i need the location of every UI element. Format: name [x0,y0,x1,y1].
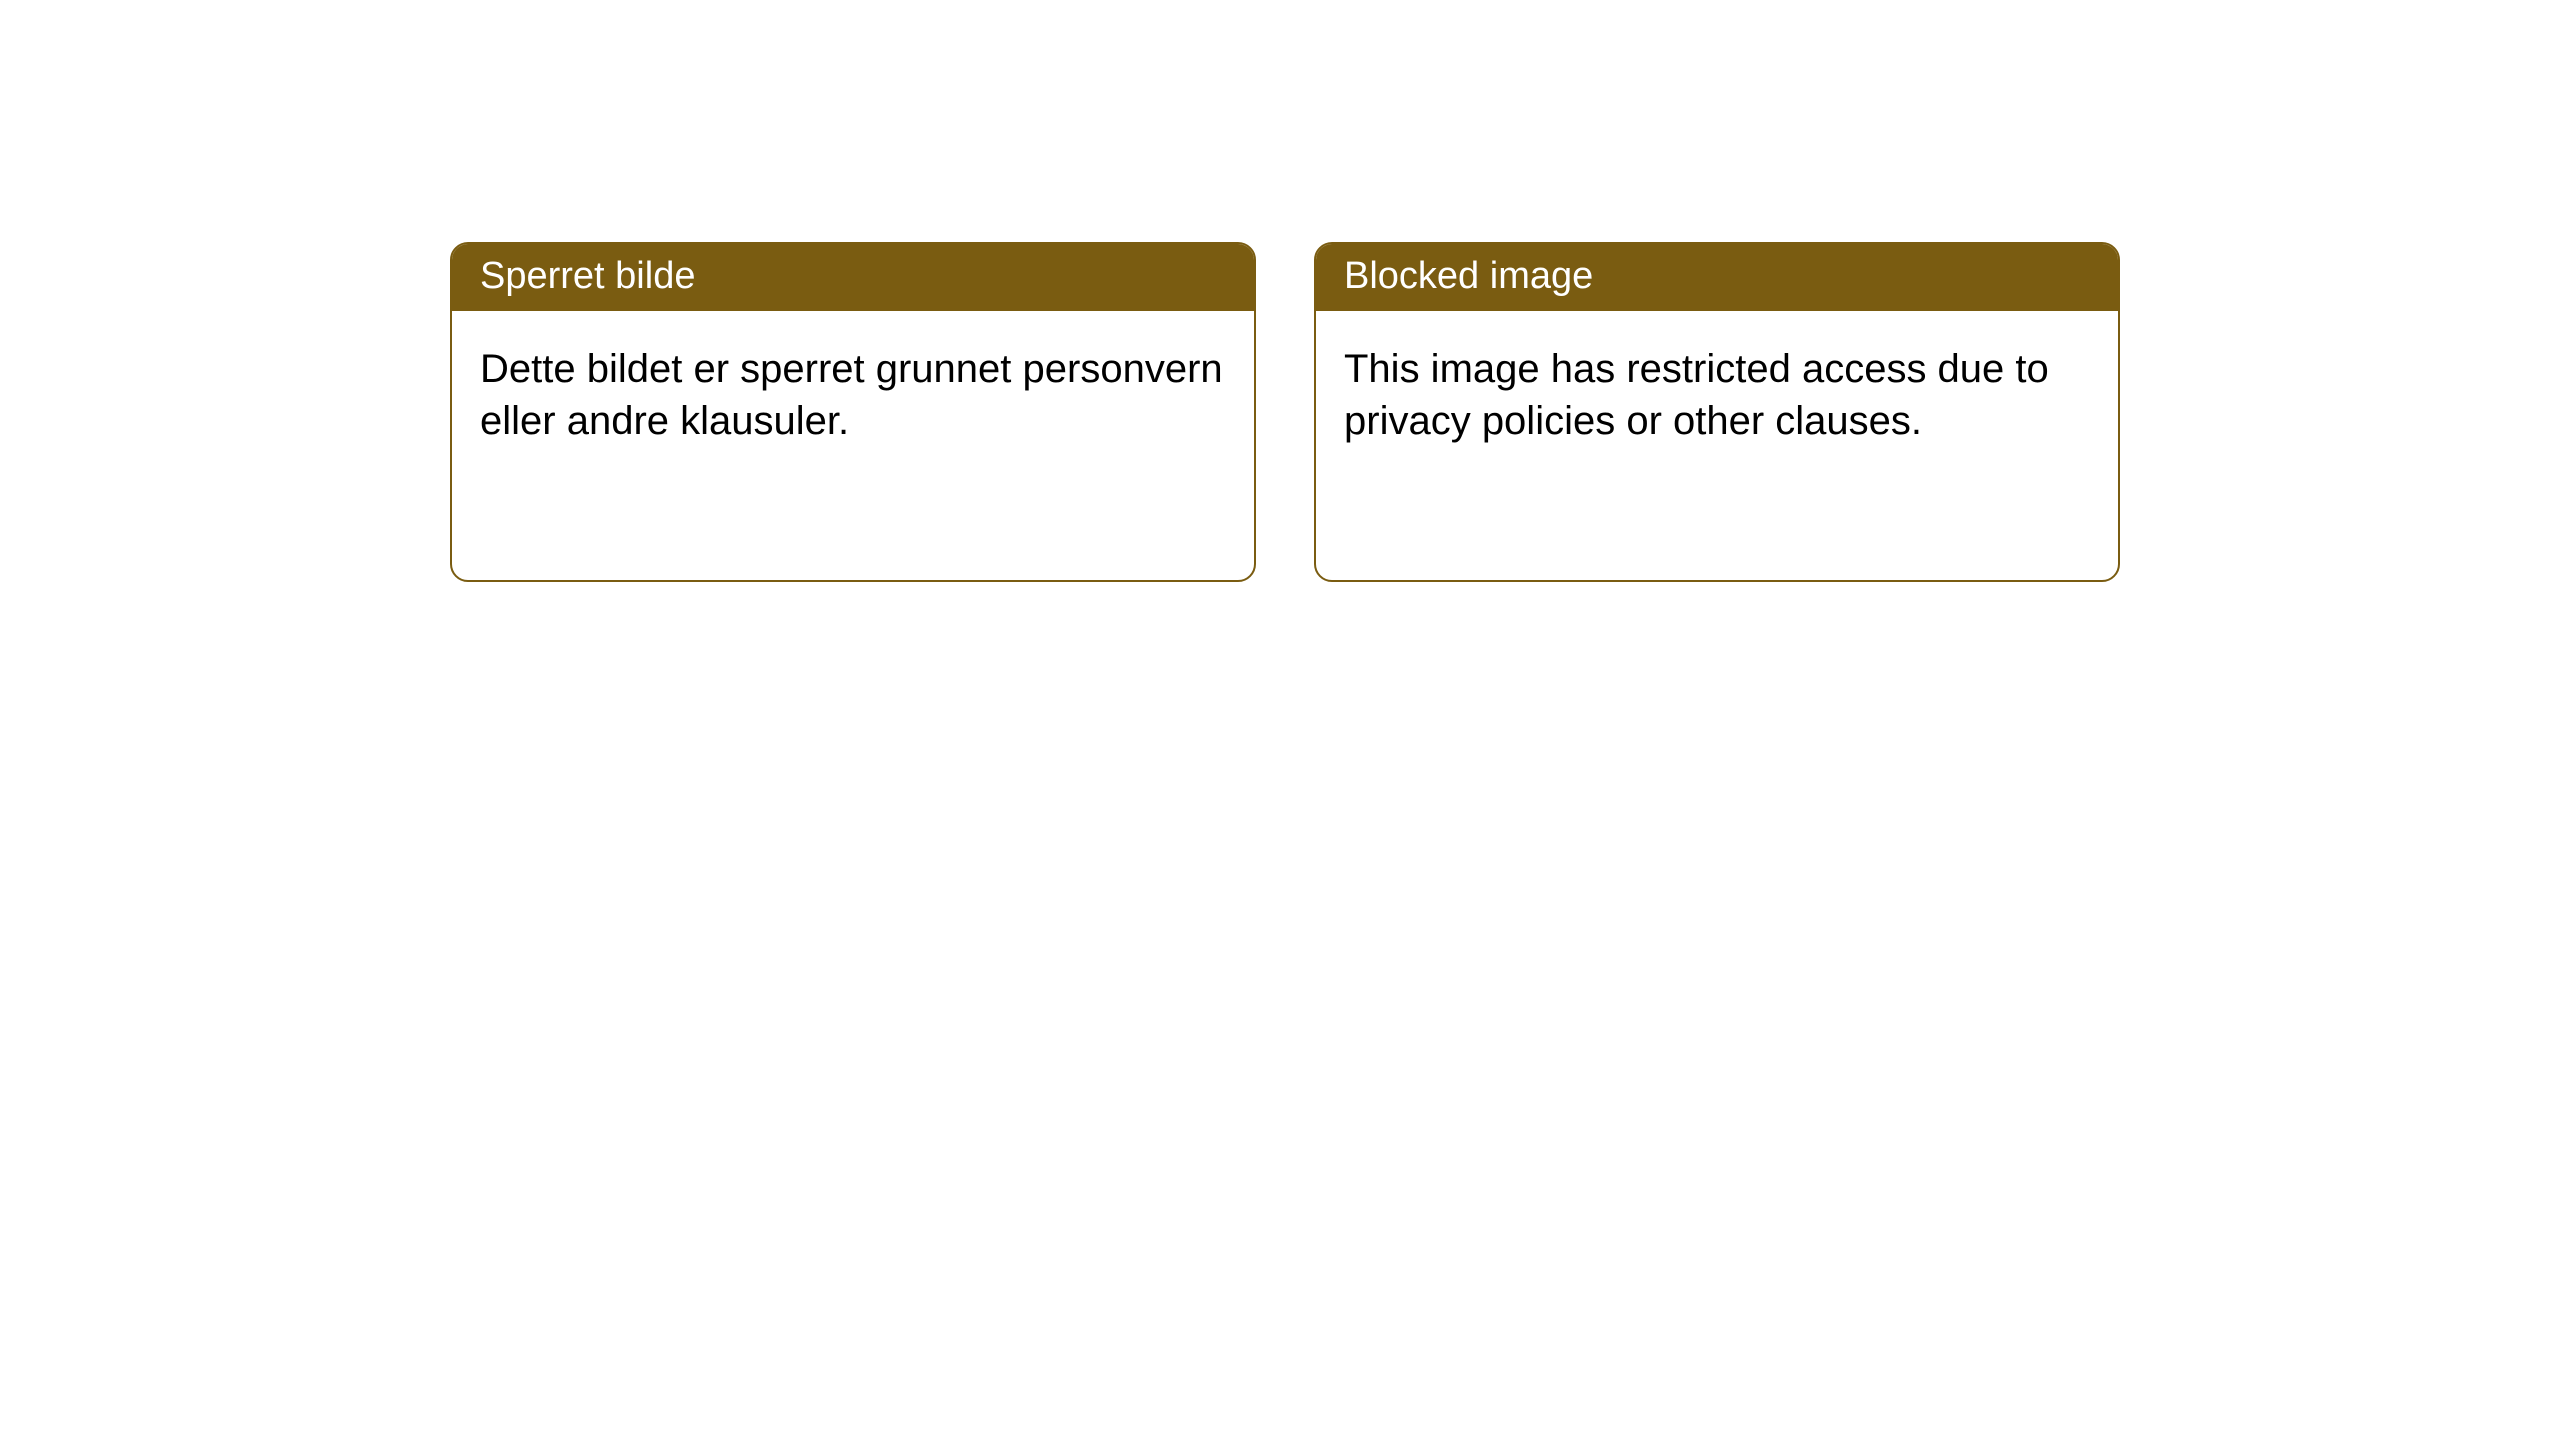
notice-card-english: Blocked image This image has restricted … [1314,242,2120,582]
notice-header: Sperret bilde [452,244,1254,311]
notice-container: Sperret bilde Dette bildet er sperret gr… [0,0,2560,582]
notice-body: This image has restricted access due to … [1316,311,2118,479]
notice-card-norwegian: Sperret bilde Dette bildet er sperret gr… [450,242,1256,582]
notice-body: Dette bildet er sperret grunnet personve… [452,311,1254,479]
notice-header: Blocked image [1316,244,2118,311]
